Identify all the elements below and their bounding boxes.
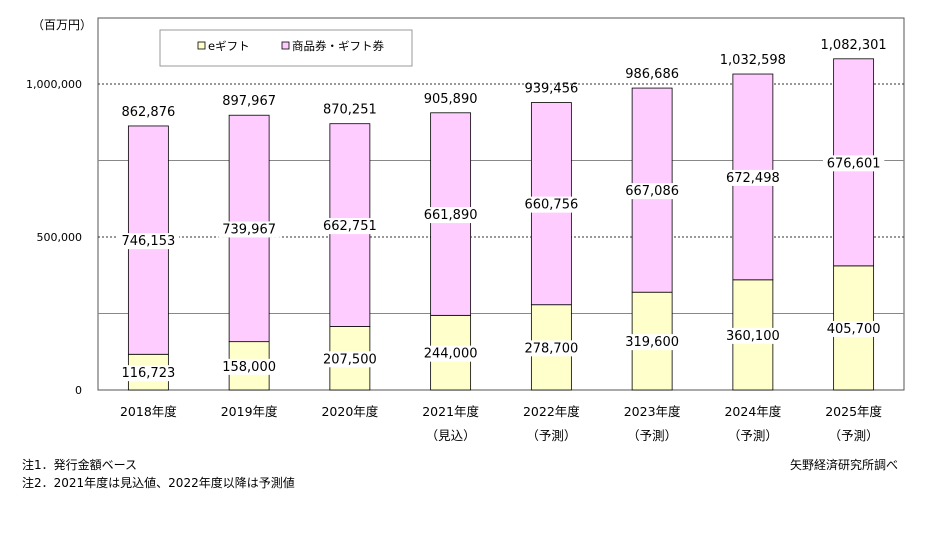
egift-value-label-bg: [419, 345, 482, 362]
total-label: 905,890: [424, 92, 478, 107]
x-tick-label: 2022年度: [523, 404, 580, 419]
egift-value-label: 207,500: [323, 352, 377, 367]
x-tick-sublabel: （予測）: [627, 428, 677, 443]
gift-certificates-value-label-bg: [822, 155, 885, 172]
gift-certificates-value-label-bg: [722, 169, 784, 186]
legend: eギフト 商品券・ギフト券: [159, 29, 413, 67]
egift-value-label: 158,000: [222, 360, 276, 375]
y-tick-label: 500,000: [37, 231, 83, 244]
gift-certificates-value-label: 661,890: [424, 208, 478, 223]
gift-certificates-value-label-bg: [621, 183, 683, 200]
egift-value-label-bg: [520, 340, 583, 357]
legend-label: 商品券・ギフト券: [292, 39, 384, 53]
egift-value-label: 319,600: [625, 335, 679, 350]
egift-value-label: 244,000: [424, 347, 478, 362]
total-label: 1,032,598: [720, 53, 786, 68]
legend-label: eギフト: [208, 39, 250, 53]
y-axis: 0 500,000 1,000,000: [26, 78, 82, 397]
egift-value-label-bg: [621, 334, 683, 351]
note-2: 注2．2021年度は見込値、2022年度以降は予測値: [22, 476, 295, 490]
source-credit: 矢野経済研究所調べ: [790, 458, 899, 472]
egift-value-label: 116,723: [121, 366, 175, 381]
x-tick-label: 2019年度: [221, 404, 278, 419]
egift-value-label: 278,700: [524, 341, 578, 356]
y-tick-label: 0: [75, 384, 82, 397]
x-tick-label: 2021年度: [422, 404, 479, 419]
gift-certificates-value-label-bg: [319, 218, 381, 235]
x-tick-label: 2018年度: [120, 404, 177, 419]
total-label: 939,456: [524, 82, 578, 97]
gift-certificates-value-label: 676,601: [827, 156, 881, 171]
total-label: 870,251: [323, 103, 377, 118]
total-label: 897,967: [222, 94, 276, 109]
legend-swatch: [281, 41, 290, 50]
x-tick-sublabel: （予測）: [829, 428, 879, 443]
total-label: 862,876: [121, 105, 175, 120]
gift-certificates-value-label-bg: [218, 221, 280, 238]
x-tick-label: 2020年度: [321, 404, 378, 419]
egift-value-label: 405,700: [827, 322, 881, 337]
gift-certificates-value-label: 662,751: [323, 219, 377, 234]
gift-certificates-value-label: 746,153: [121, 234, 175, 249]
x-tick-label: 2024年度: [724, 404, 781, 419]
x-tick-sublabel: （予測）: [728, 428, 778, 443]
gift-certificates-value-label: 672,498: [726, 171, 780, 186]
gift-certificates-value-label: 660,756: [524, 198, 578, 213]
gift-certificates-value-label-bg: [117, 233, 180, 250]
total-label: 986,686: [625, 67, 679, 82]
x-tick-sublabel: （予測）: [526, 428, 576, 443]
legend-swatch: [197, 41, 206, 50]
gift-certificates-value-label: 667,086: [625, 184, 679, 199]
x-tick-label: 2023年度: [624, 404, 681, 419]
total-label: 1,082,301: [821, 38, 887, 53]
y-tick-label: 1,000,000: [26, 78, 82, 91]
egift-value-label-bg: [722, 327, 784, 344]
egift-value-label-bg: [218, 358, 280, 375]
x-tick-sublabel: （見込）: [426, 428, 476, 443]
egift-value-label-bg: [319, 351, 381, 368]
unit-label: （百万円）: [32, 18, 92, 32]
egift-value-label: 360,100: [726, 329, 780, 344]
stacked-bar-chart: 862,876 746,153 116,723 897,967 739,967 158,0…: [26, 17, 905, 443]
x-axis: 2018年度 2019年度 2020年度 2021年度 （見込） 2022年度 （予測） 20…: [120, 404, 883, 443]
gift-certificates-value-label-bg: [520, 196, 583, 213]
x-tick-label: 2025年度: [825, 404, 882, 419]
egift-value-label-bg: [117, 365, 180, 382]
egift-value-label-bg: [822, 320, 885, 337]
note-1: 注1．発行金額ベース: [22, 458, 138, 472]
data-labels: 862,876 746,153 116,723 897,967 739,967 158,0…: [117, 38, 887, 382]
gift-certificates-value-label: 739,967: [222, 222, 276, 237]
gift-certificates-value-label-bg: [419, 207, 482, 224]
